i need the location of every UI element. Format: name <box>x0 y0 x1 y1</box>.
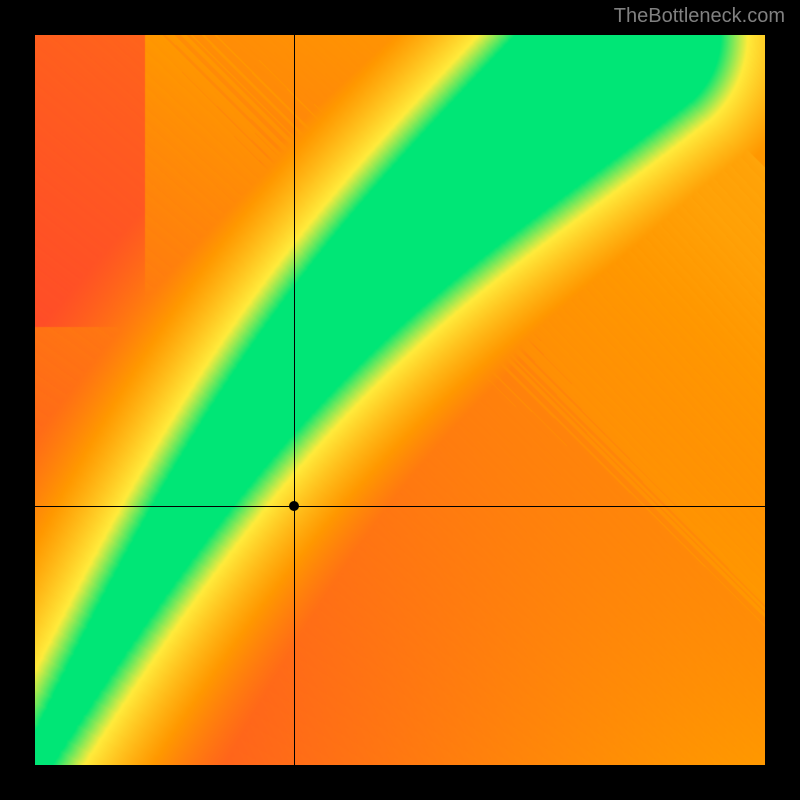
crosshair-vertical <box>294 35 295 765</box>
watermark-text: TheBottleneck.com <box>614 5 785 28</box>
heatmap-chart <box>35 35 765 765</box>
crosshair-horizontal <box>35 506 765 507</box>
heatmap-canvas <box>35 35 765 765</box>
data-point-marker <box>289 501 299 511</box>
